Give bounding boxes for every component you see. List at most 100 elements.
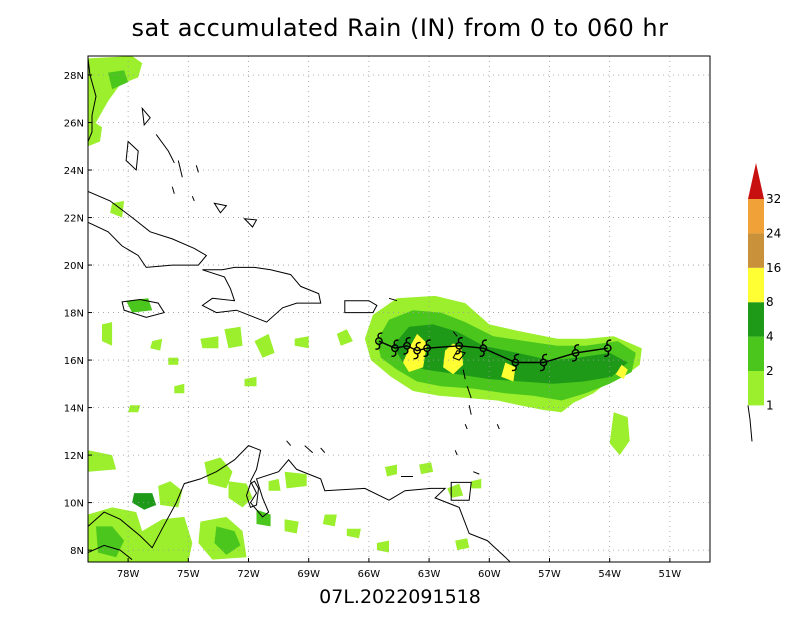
rain-area-26 [128, 405, 141, 413]
rain-area-44 [471, 478, 482, 489]
rain-area-41 [346, 528, 361, 539]
colorbar-segment [748, 267, 764, 303]
colorbar-segment [748, 336, 764, 371]
rain-area-42 [376, 540, 389, 553]
coastlines [68, 58, 511, 562]
rain-area-32 [254, 333, 275, 358]
latitude-labels: 28N 26N 24N 22N 20N 18N 16N 14N 12N 10N 8N [64, 71, 92, 557]
hurricane-arm-top [377, 332, 383, 339]
cayman-island [68, 279, 80, 281]
storm-id-footer: 07L.2022091518 [319, 586, 481, 608]
lat-tick-label: 14N [64, 404, 84, 415]
antilles-island [462, 369, 466, 380]
lon-tick-label: 72W [237, 569, 260, 580]
rain-area-18 [158, 481, 183, 508]
rain-area-37 [168, 357, 179, 365]
hurricane-arm-top [513, 353, 519, 360]
colorbar-top-triangle [748, 163, 764, 199]
hurricane-symbol [423, 339, 432, 357]
bahamas-island [171, 186, 175, 194]
lon-tick-label: 51W [659, 569, 682, 580]
grid-lines [88, 56, 710, 562]
lat-tick-label: 28N [64, 71, 84, 82]
lon-tick-label: 66W [358, 569, 381, 580]
hurricane-symbol [374, 332, 383, 350]
colorbar-label: 4 [766, 330, 774, 344]
longitude-labels: 78W 75W 72W 69W 66W 63W 60W 57W 54W 51W [117, 558, 681, 580]
hurricane-arm-bottom [479, 350, 485, 357]
map-title: sat accumulated Rain (IN) from 0 to 060 … [131, 14, 669, 42]
lon-tick-label: 54W [598, 569, 621, 580]
rain-area-11 [110, 200, 125, 218]
colorbar-label: 1 [766, 398, 774, 412]
hurricane-symbol [571, 344, 580, 362]
bahamas-island [195, 165, 199, 173]
lon-tick-label: 60W [478, 569, 501, 580]
rain-area-40 [385, 464, 397, 477]
lat-tick-label: 26N [64, 119, 84, 130]
hurricane-arm-bottom [413, 353, 419, 360]
cuba-coast [88, 190, 208, 268]
lon-tick-label: 63W [418, 569, 441, 580]
rain-area-30 [224, 326, 243, 349]
hurricane-arm-bottom [511, 365, 517, 372]
hurricane-symbol [511, 353, 520, 372]
jamaica-coast [121, 298, 165, 318]
lat-tick-label: 20N [64, 261, 84, 272]
rain-area-34 [336, 329, 353, 346]
hurricane-arm-top [415, 341, 421, 348]
hurricane-symbol [479, 339, 488, 357]
abc-island [320, 447, 326, 454]
rain-area-33 [294, 336, 309, 349]
hurricane-arm-bottom [604, 350, 610, 357]
lat-tick-label: 18N [64, 309, 84, 320]
rain-area-43 [455, 538, 470, 551]
rain-area-12 [88, 450, 117, 472]
lat-tick-label: 22N [64, 214, 84, 225]
bahamas-island [213, 202, 228, 214]
rain-area-1 [609, 412, 630, 456]
hurricane-symbol [455, 337, 464, 355]
lat-tick-label: 24N [64, 166, 84, 177]
hurricane-arm-top [481, 339, 487, 346]
lake-maracaibo [245, 480, 260, 509]
lon-tick-label: 69W [297, 569, 320, 580]
rain-area-27 [174, 383, 185, 394]
rain-area-39 [419, 462, 434, 475]
antilles-island [388, 297, 398, 302]
colorbar-label: 16 [766, 261, 781, 275]
antilles-island [454, 450, 458, 456]
rain-area-25 [268, 478, 281, 491]
bahamas-island [125, 140, 139, 172]
storm-track-line [378, 340, 608, 364]
hurricane-arm-bottom [455, 348, 461, 355]
rain-area-24 [284, 471, 307, 489]
rain-area-35 [102, 322, 113, 346]
panama-coast [88, 544, 133, 560]
colorbar-label: 2 [766, 364, 774, 378]
hurricane-arm-top [405, 337, 411, 344]
rain-area-29 [150, 338, 163, 351]
rain-area-23 [322, 514, 337, 527]
colorbar-segment [748, 371, 764, 406]
antilles-island [468, 405, 472, 415]
hurricane-arm-top [393, 339, 399, 346]
colorbar-segment [748, 233, 764, 268]
rain-area-17 [214, 526, 241, 555]
hispaniola-coast [201, 266, 322, 323]
storm-track [374, 332, 612, 372]
lon-tick-label: 78W [117, 569, 140, 580]
colorbar-segment [748, 199, 764, 234]
rain-area-8 [88, 56, 143, 130]
colorbar-bottom-tail [747, 405, 753, 442]
hurricane-arm-top [542, 353, 548, 360]
puerto-rico-coast [344, 300, 378, 314]
rain-area-28 [126, 298, 153, 313]
tobago-island [473, 471, 480, 475]
rain-area-20 [228, 481, 253, 508]
florida-coast [88, 58, 97, 142]
rain-area-15 [132, 493, 157, 510]
hurricane-symbol [391, 339, 399, 357]
